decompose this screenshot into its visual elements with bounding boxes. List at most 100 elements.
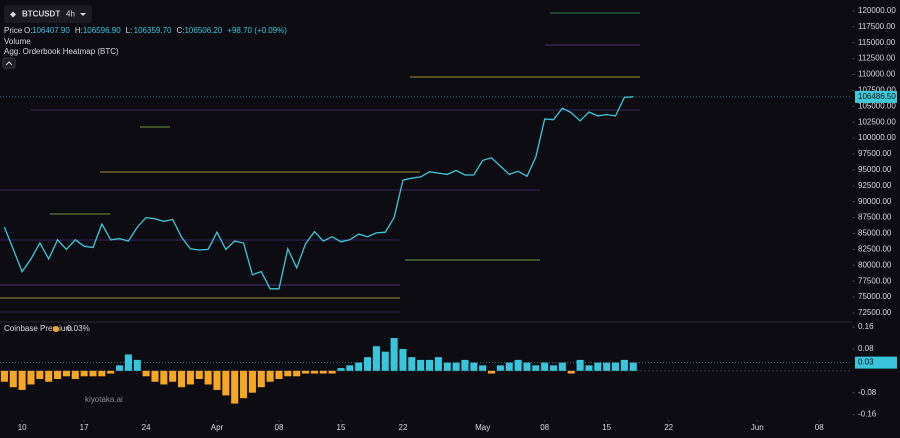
premium-bar	[89, 370, 97, 377]
premium-bar	[417, 359, 425, 371]
x-tick-label: 22	[399, 423, 408, 432]
x-tick-label: Apr	[211, 423, 224, 432]
premium-bar	[160, 370, 168, 385]
x-tick-label: Jun	[751, 423, 764, 432]
x-tick-label: 15	[602, 423, 611, 432]
premium-bar	[319, 370, 327, 374]
volume-legend: Volume	[4, 37, 31, 46]
y-tick-label: 115000.00	[858, 38, 896, 47]
premium-bar	[523, 362, 531, 371]
premium-bar	[54, 370, 62, 380]
premium-bar	[541, 362, 549, 371]
ohlc-value: 106596.90	[83, 26, 121, 35]
ohlc-value: 106506.20	[184, 26, 222, 35]
premium-bar	[594, 362, 602, 371]
y-tick-label: 107500.00	[858, 86, 896, 95]
premium-title: Coinbase Premium	[4, 324, 72, 333]
y-tick-label: 95000.00	[858, 165, 892, 174]
premium-bar	[372, 346, 380, 371]
premium-bar	[346, 365, 354, 371]
premium-bar	[434, 357, 442, 371]
x-tick-label: 17	[80, 423, 89, 432]
premium-bar	[399, 348, 407, 371]
y-tick-label: 102500.00	[858, 117, 896, 126]
y-tick-label: 100000.00	[858, 133, 896, 142]
premium-bar	[487, 370, 496, 374]
premium-bar	[257, 370, 265, 388]
premium-bar	[629, 362, 637, 371]
y-tick-label: 82500.00	[858, 244, 892, 253]
x-tick-label: 24	[142, 423, 151, 432]
premium-bar	[479, 365, 487, 371]
premium-bar	[496, 365, 504, 371]
premium-bar	[611, 362, 620, 371]
premium-bar	[80, 370, 88, 377]
y-tick-label: 120000.00	[858, 6, 896, 15]
interval[interactable]: 4h	[66, 10, 75, 19]
premium-bar	[284, 370, 292, 377]
premium-bar	[186, 370, 194, 385]
premium-value: 0.03%	[67, 324, 90, 333]
premium-bar	[142, 370, 150, 377]
premium-bar	[567, 370, 575, 374]
premium-bar	[355, 362, 363, 371]
ohlc-value: 106407.90	[32, 26, 70, 35]
premium-bar	[124, 354, 132, 371]
premium-bar	[240, 370, 248, 399]
ohlc-value: 106359.70	[134, 26, 172, 35]
premium-bar	[390, 338, 398, 371]
symbol-button[interactable]	[4, 5, 92, 23]
y-tick-label: 105000.00	[858, 101, 896, 110]
premium-bar	[45, 370, 53, 382]
premium-bar	[71, 370, 79, 380]
premium-bar	[98, 370, 106, 377]
premium-bar	[576, 359, 584, 371]
price-legend: Price	[4, 26, 23, 35]
premium-bar	[107, 370, 115, 374]
premium-bar	[364, 357, 372, 371]
y-tick-label: 110000.00	[858, 70, 896, 79]
x-tick-label: May	[475, 423, 490, 432]
premium-bar	[505, 362, 513, 371]
premium-bar	[461, 359, 469, 371]
premium-bar	[443, 362, 451, 371]
symbol-icon	[10, 11, 16, 18]
x-tick-label: 22	[664, 423, 673, 432]
current-badge	[855, 356, 897, 369]
premium-bar	[133, 359, 141, 371]
premium-bar	[470, 362, 478, 371]
x-tick-label: 15	[337, 423, 346, 432]
y-tick-label: 77500.00	[858, 276, 892, 285]
current-label: 106486.50	[858, 92, 896, 101]
premium-bar	[222, 370, 230, 396]
y-tick-label: 85000.00	[858, 229, 892, 238]
premium-bar	[62, 370, 70, 377]
change: +98.70 (+0.09%)	[227, 26, 287, 35]
collapse-button[interactable]	[2, 57, 16, 69]
premium-bar	[337, 368, 345, 371]
premium-dot	[53, 326, 59, 332]
premium-bar	[603, 362, 611, 371]
premium-bar	[204, 370, 212, 385]
premium-bar	[549, 365, 558, 371]
premium-bar	[248, 370, 256, 393]
premium-bar	[27, 370, 35, 385]
x-tick-label: 08	[815, 423, 824, 432]
premium-bar	[302, 370, 310, 374]
premium-bar	[213, 370, 221, 390]
premium-bar	[195, 370, 203, 380]
premium-bar	[231, 370, 239, 404]
symbol[interactable]: BTCUSDT	[22, 10, 60, 19]
premium-bar	[178, 370, 186, 388]
premium-bar	[169, 370, 177, 382]
current-label: 0.03	[858, 358, 874, 367]
ohlc-label: L:	[126, 26, 133, 35]
y-tick-label: 75000.00	[858, 292, 892, 301]
heatmap-legend: Agg. Orderbook Heatmap (BTC)	[4, 47, 119, 56]
watermark: kiyotaka.ai	[85, 395, 123, 404]
premium-bar	[620, 359, 628, 371]
x-tick-label: 08	[275, 423, 284, 432]
premium-bar	[36, 370, 44, 380]
